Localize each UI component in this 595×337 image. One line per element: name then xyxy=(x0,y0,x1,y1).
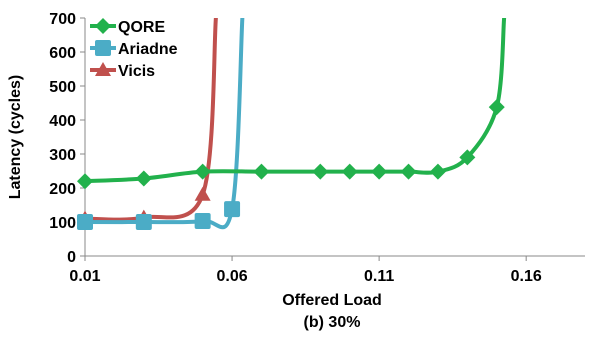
legend-label-ariadne: Ariadne xyxy=(118,41,178,58)
legend-label-vicis: Vicis xyxy=(118,63,155,80)
y-tick-label: 200 xyxy=(49,181,76,198)
y-tick-label: 700 xyxy=(49,11,76,28)
y-tick-label: 300 xyxy=(49,147,76,164)
data-point-ariadne xyxy=(194,212,211,229)
data-point-qore xyxy=(371,163,388,180)
data-point-qore xyxy=(77,173,93,190)
x-tick-label: 0.06 xyxy=(216,268,247,285)
data-point-ariadne xyxy=(224,201,241,218)
data-point-qore xyxy=(341,163,358,180)
legend-label-qore: QORE xyxy=(118,19,165,36)
series-layer xyxy=(77,18,507,230)
legend: QORE Ariadne Vicis xyxy=(90,18,178,80)
x-tick-label: 0.11 xyxy=(364,268,394,285)
series-ariadne xyxy=(77,18,245,230)
data-point-qore xyxy=(194,163,211,180)
data-point-ariadne xyxy=(77,214,93,230)
data-point-qore xyxy=(135,170,152,187)
y-tick-label: 100 xyxy=(49,215,76,232)
legend-marker-vicis xyxy=(95,62,111,76)
legend-marker-qore xyxy=(95,18,111,34)
y-tick-label: 0 xyxy=(67,249,76,266)
x-tick-label: 0.01 xyxy=(69,268,100,285)
y-tick-label: 600 xyxy=(49,45,76,62)
data-point-qore xyxy=(459,149,476,166)
y-axis-title: Latency (cycles) xyxy=(7,75,24,200)
chart-caption: (b) 30% xyxy=(304,314,361,331)
series-qore xyxy=(77,18,507,190)
data-point-qore xyxy=(488,99,505,116)
data-point-qore xyxy=(400,163,417,180)
y-tick-label: 400 xyxy=(49,113,76,130)
data-point-vicis xyxy=(194,186,211,201)
legend-item-qore: QORE xyxy=(90,18,165,36)
data-point-qore xyxy=(429,163,446,180)
axes: 0 100 200 300 400 500 600 700 0.01 0.06 0.11 0.16 xyxy=(49,11,585,285)
x-axis-title: Offered Load xyxy=(282,292,382,309)
series-line-ariadne xyxy=(83,18,245,230)
legend-item-ariadne: Ariadne xyxy=(90,40,178,58)
x-tick-label: 0.16 xyxy=(511,268,542,285)
legend-marker-ariadne xyxy=(95,40,111,56)
data-point-ariadne xyxy=(135,214,152,230)
series-line-vicis xyxy=(83,18,218,222)
data-point-qore xyxy=(253,163,270,180)
data-point-qore xyxy=(312,163,329,180)
legend-item-vicis: Vicis xyxy=(90,62,155,80)
y-tick-label: 500 xyxy=(49,79,76,96)
